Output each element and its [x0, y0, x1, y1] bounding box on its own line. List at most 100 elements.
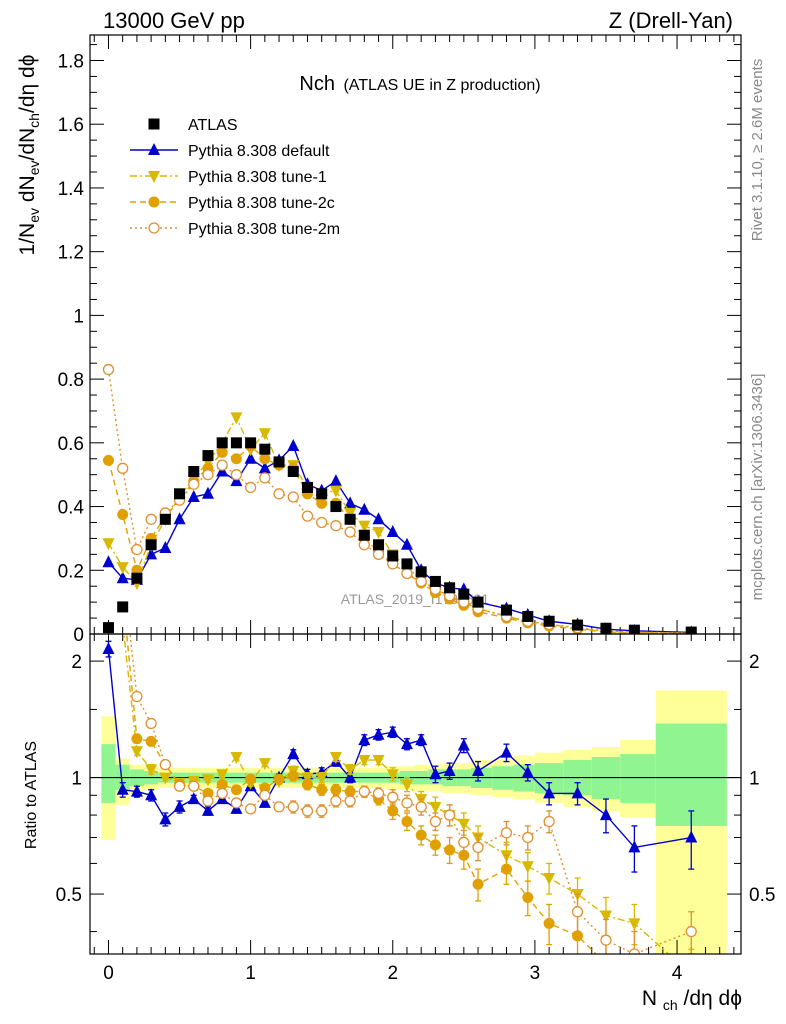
data-point	[387, 550, 399, 562]
data-point	[259, 443, 271, 455]
main-y-tick-label: 1.8	[58, 51, 84, 72]
main-y-tick-label: 1.2	[58, 243, 84, 264]
x-axis-label-sub: ch	[663, 997, 678, 1013]
main-series-point	[117, 509, 129, 521]
data-point	[458, 588, 470, 600]
data-point	[159, 513, 171, 525]
main-series-point	[173, 512, 186, 525]
data-point	[600, 622, 612, 634]
data-point	[230, 437, 242, 449]
ratio-series-point	[372, 727, 385, 740]
data-point	[429, 575, 441, 587]
y-axis-label-part: /dη dϕ	[16, 55, 39, 113]
data-point	[202, 450, 214, 462]
data-point	[358, 529, 370, 541]
main-series-point	[258, 461, 271, 474]
main-series-point	[273, 488, 285, 500]
data-point	[216, 437, 228, 449]
main-series-point	[372, 548, 385, 560]
ratio-series-point	[130, 746, 143, 759]
ratio-series-point	[245, 773, 257, 785]
ratio-series-point	[685, 925, 697, 938]
main-series-point	[401, 567, 413, 580]
ratio-y-tick-label: 1	[71, 769, 82, 790]
ratio-series-point	[230, 797, 243, 809]
ratio-series-point	[543, 815, 555, 828]
ratio-series-point	[429, 801, 442, 814]
ratio-series-point	[472, 841, 484, 854]
ratio-series-4	[129, 634, 697, 954]
ratio-series-point	[315, 772, 328, 785]
ratio-series-point	[572, 930, 584, 942]
legend-marker	[148, 222, 160, 234]
ratio-series-point	[358, 733, 371, 746]
main-series-point	[230, 469, 243, 481]
main-series-point	[329, 474, 342, 487]
header-process-label: Z (Drell-Yan)	[609, 8, 733, 33]
x-tick-label: 3	[530, 963, 541, 984]
legend-item-data: ATLAS	[148, 117, 238, 134]
main-series-layer	[102, 363, 698, 634]
legend-marker	[148, 143, 160, 155]
data-point	[287, 466, 299, 478]
ratio-series-point	[145, 735, 157, 747]
x-axis-label-rest: /dη dϕ	[684, 987, 742, 1010]
stat-uncertainty-band	[655, 723, 727, 826]
main-series-point	[102, 538, 115, 551]
ratio-series-point	[358, 785, 370, 798]
ratio-series-point	[472, 763, 485, 776]
ratio-series-point	[522, 891, 534, 903]
ratio-series-line	[123, 634, 670, 954]
ratio-series-point	[429, 815, 442, 828]
y-axis-label-part: ev	[26, 160, 42, 175]
ratio-series-point	[159, 758, 171, 771]
ratio-series-point	[443, 809, 456, 821]
ratio-series-point	[500, 863, 512, 875]
ratio-series-point	[685, 969, 697, 981]
legend-marker	[148, 196, 160, 208]
main-series-point	[116, 562, 129, 575]
main-series-point	[102, 555, 115, 568]
ratio-series-point	[145, 788, 158, 801]
main-series-point	[116, 571, 129, 584]
ratio-series-point	[130, 784, 143, 797]
ratio-series-line	[129, 634, 692, 954]
ratio-series-point	[188, 780, 200, 792]
ratio-series-point	[301, 772, 314, 785]
y-axis-label-part: dN	[16, 175, 39, 208]
ratio-series-line	[107, 648, 692, 849]
data-point	[444, 582, 456, 594]
ratio-series-point	[301, 778, 313, 790]
ratio-series-point	[259, 789, 271, 801]
data-point	[415, 566, 427, 578]
ratio-series-point	[173, 780, 186, 792]
ratio-series-point	[600, 958, 611, 969]
ratio-series-point	[187, 792, 200, 805]
ratio-series-point	[629, 974, 640, 985]
ratio-series-point	[287, 747, 300, 760]
data-point	[522, 610, 534, 622]
main-series-line	[107, 445, 692, 634]
ratio-uncertainty-bands	[101, 690, 727, 954]
data-point	[344, 513, 356, 525]
data-point	[572, 619, 584, 631]
data-point	[373, 539, 385, 551]
mcplots-credit-label: mcplots.cern.ch [arXiv:1306.3436]	[749, 374, 766, 601]
ratio-series-point	[330, 784, 342, 796]
ratio-series-point	[159, 812, 172, 825]
ratio-series-point	[599, 808, 612, 821]
main-series-point	[230, 453, 242, 465]
data-point	[174, 488, 186, 500]
ratio-series-point	[372, 755, 385, 768]
data-point	[500, 604, 512, 616]
data-point	[472, 596, 484, 608]
ratio-y-tick-label: 2	[71, 652, 82, 673]
main-series-point	[216, 446, 228, 458]
main-y-tick-label: 0.2	[58, 561, 84, 582]
ratio-series-point	[386, 769, 399, 782]
x-tick-label: 0	[103, 963, 114, 984]
ratio-series-point	[216, 787, 228, 800]
ratio-y-tick-label-right: 0.5	[749, 885, 775, 906]
main-series-point	[117, 462, 129, 474]
